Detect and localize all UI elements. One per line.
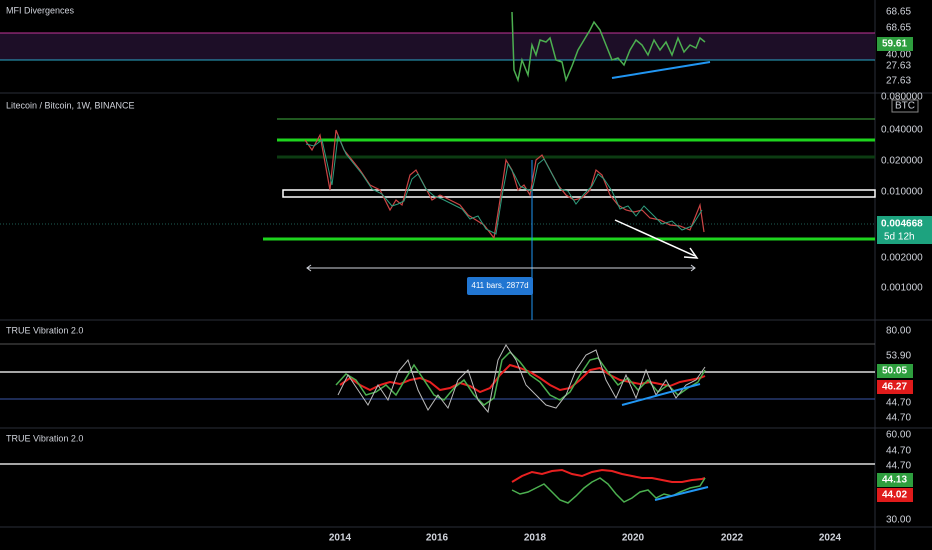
measure-head — [306, 264, 312, 272]
badge-text: 5d 12h — [884, 232, 915, 243]
axis-label: 30.00 — [886, 515, 911, 526]
axis-label: 68.65 — [886, 23, 911, 34]
axis-label: 0.040000 — [881, 125, 923, 136]
vib-trend — [654, 486, 709, 501]
measure-head — [690, 264, 696, 272]
axis-label: 53.90 — [886, 351, 911, 362]
axis-label: 40.00 — [886, 50, 911, 61]
time-label: 2020 — [622, 533, 645, 544]
currency-box — [891, 99, 919, 113]
time-label: 2016 — [426, 533, 449, 544]
currency: BTC — [895, 101, 915, 112]
axis-label: 0.001000 — [881, 283, 923, 294]
vib-trend — [621, 383, 701, 406]
measure-label — [467, 277, 533, 295]
axis-label: 0.010000 — [881, 187, 923, 198]
axis-label: 0.002000 — [881, 253, 923, 264]
axis-label: 68.65 — [886, 7, 911, 18]
badge — [877, 473, 913, 487]
badge-text: 0.004668 — [881, 219, 923, 230]
badge — [877, 37, 913, 51]
badge — [877, 488, 913, 502]
panel-title: MFI Divergences — [6, 5, 75, 15]
axis-label: 60.00 — [886, 430, 911, 441]
mfi-line — [511, 11, 706, 83]
badge — [877, 380, 913, 394]
time-label: 2018 — [524, 533, 547, 544]
vib-white — [337, 344, 706, 414]
vib-red — [339, 363, 706, 394]
panel-title: TRUE Vibration 2.0 — [6, 433, 83, 443]
time-label: 2024 — [819, 533, 842, 544]
axis-label: 80.00 — [886, 326, 911, 337]
axis-label: 44.70 — [886, 398, 911, 409]
price-candles — [305, 134, 703, 235]
time-label: 2022 — [721, 533, 744, 544]
level-box — [282, 189, 876, 198]
vib-red — [511, 468, 706, 483]
panel-title: Litecoin / Bitcoin, 1W, BINANCE — [6, 100, 135, 110]
time-label: 2014 — [329, 533, 352, 544]
arrow — [614, 219, 696, 257]
time-axis: 2014 2016 2018 2020 2022 2024 — [329, 533, 842, 544]
axis-label: 0.020000 — [881, 156, 923, 167]
mfi-trend — [611, 61, 711, 79]
badge-text: 46.27 — [882, 382, 907, 393]
badge-text: 44.02 — [882, 490, 907, 501]
axis-label: 0.080000 — [881, 92, 923, 103]
measure-text: 411 bars, 2877d — [471, 281, 528, 290]
badge — [877, 216, 932, 244]
arrow-head — [683, 247, 699, 259]
axis-label: 27.63 — [886, 76, 911, 87]
vib-green — [335, 350, 706, 406]
axis-label: 44.70 — [886, 413, 911, 424]
mfi-band — [0, 33, 875, 60]
badge-text: 50.05 — [882, 366, 907, 377]
badge — [877, 364, 913, 378]
badge-text: 44.13 — [882, 475, 907, 486]
axis-label: 44.70 — [886, 446, 911, 457]
panel-title: TRUE Vibration 2.0 — [6, 325, 83, 335]
badge-text: 59.61 — [882, 39, 907, 50]
axis-label: 27.63 — [886, 61, 911, 72]
axis-label: 44.70 — [886, 461, 911, 472]
